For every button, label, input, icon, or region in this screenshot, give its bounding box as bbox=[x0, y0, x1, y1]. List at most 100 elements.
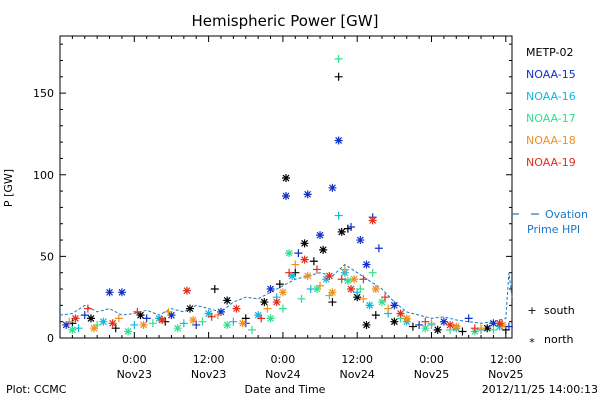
data-point-north bbox=[62, 320, 71, 329]
data-point-north bbox=[223, 320, 232, 329]
data-point-north bbox=[495, 319, 504, 328]
data-point-north bbox=[328, 183, 337, 192]
x-tick-date: Nov24 bbox=[265, 368, 300, 381]
data-point-south bbox=[470, 324, 479, 333]
data-point-north bbox=[337, 227, 346, 236]
data-point-south bbox=[229, 317, 238, 326]
y-tick-label: 0 bbox=[47, 332, 54, 345]
data-point-south bbox=[114, 314, 123, 323]
data-point-south bbox=[257, 314, 266, 323]
data-point-north bbox=[483, 324, 492, 333]
data-point-north bbox=[124, 327, 133, 336]
data-point-south bbox=[247, 325, 256, 334]
data-point-south bbox=[408, 322, 417, 331]
data-point-south bbox=[179, 319, 188, 328]
data-point-north bbox=[452, 322, 461, 331]
data-point-north bbox=[117, 288, 126, 297]
data-point-north bbox=[204, 309, 213, 318]
data-point-south bbox=[504, 322, 513, 331]
x-tick-label: 0:00 bbox=[122, 353, 147, 366]
data-point-north bbox=[365, 301, 374, 310]
x-tick-label: 0:00 bbox=[271, 353, 296, 366]
data-point-south bbox=[374, 244, 383, 253]
data-point-south bbox=[334, 54, 343, 63]
data-point-north bbox=[223, 296, 232, 305]
data-point-north bbox=[377, 298, 386, 307]
data-point-north bbox=[285, 249, 294, 258]
x-tick-label: 12:00 bbox=[341, 353, 373, 366]
data-point-south bbox=[65, 317, 74, 326]
data-point-south bbox=[458, 327, 467, 336]
footer-left: Plot: CCMC bbox=[6, 383, 67, 396]
data-point-south bbox=[371, 311, 380, 320]
data-point-north bbox=[238, 319, 247, 328]
x-tick-date: Nov25 bbox=[488, 368, 523, 381]
data-point-north bbox=[350, 275, 359, 284]
data-point-north bbox=[421, 324, 430, 333]
data-point-south bbox=[347, 222, 356, 231]
data-point-south bbox=[164, 307, 173, 316]
data-point-south bbox=[198, 317, 207, 326]
data-point-south bbox=[328, 298, 337, 307]
data-point-north bbox=[356, 236, 365, 245]
y-tick-label: 100 bbox=[33, 169, 54, 182]
data-point-north bbox=[99, 317, 108, 326]
data-point-north bbox=[390, 317, 399, 326]
data-point-north bbox=[167, 311, 176, 320]
data-point-north bbox=[322, 275, 331, 284]
data-point-south bbox=[148, 319, 157, 328]
data-point-north bbox=[136, 311, 145, 320]
data-point-south bbox=[384, 304, 393, 313]
data-point-south bbox=[192, 320, 201, 329]
data-point-north bbox=[325, 271, 334, 280]
data-point-north bbox=[288, 271, 297, 280]
data-point-south bbox=[334, 72, 343, 81]
data-point-north bbox=[371, 285, 380, 294]
data-point-north bbox=[272, 298, 281, 307]
data-point-south bbox=[111, 324, 120, 333]
y-axis-label: P [GW] bbox=[2, 169, 15, 207]
data-point-south bbox=[359, 275, 368, 284]
data-point-north bbox=[347, 285, 356, 294]
data-point-north bbox=[300, 239, 309, 248]
data-point-north bbox=[303, 271, 312, 280]
plot-area: 0 50 100 150 0:00 Nov23 12:00 Nov23 0:00 Nov24 12:… bbox=[33, 35, 524, 381]
legend-south-symbol: + bbox=[527, 304, 536, 317]
data-point-north bbox=[108, 319, 117, 328]
x-tick-date: Nov24 bbox=[339, 368, 374, 381]
data-point-north bbox=[498, 320, 507, 329]
chart-title: Hemispheric Power [GW] bbox=[192, 12, 379, 30]
data-point-north bbox=[266, 285, 275, 294]
x-tick-date: Nov23 bbox=[117, 368, 152, 381]
data-point-south bbox=[275, 280, 284, 289]
legend-north-label: north bbox=[544, 333, 574, 346]
data-point-south bbox=[309, 257, 318, 266]
data-point-north bbox=[260, 298, 269, 307]
data-point-north bbox=[334, 136, 343, 145]
legend-entry-0: METP-02 bbox=[526, 46, 574, 59]
data-point-north bbox=[353, 293, 362, 302]
ovation-line bbox=[59, 263, 513, 324]
data-point-south bbox=[340, 265, 349, 274]
data-point-north bbox=[71, 314, 80, 323]
data-point-south bbox=[427, 319, 436, 328]
data-point-north bbox=[182, 286, 191, 295]
data-point-north bbox=[328, 288, 337, 297]
data-point-north bbox=[446, 320, 455, 329]
data-point-north bbox=[189, 316, 198, 325]
data-point-south bbox=[356, 285, 365, 294]
data-point-south bbox=[291, 260, 300, 269]
data-point-north bbox=[343, 276, 352, 285]
data-point-south bbox=[464, 314, 473, 323]
data-point-north bbox=[300, 255, 309, 264]
x-tick-date: Nov25 bbox=[414, 368, 449, 381]
data-point-north bbox=[90, 324, 99, 333]
legend-south-label: south bbox=[544, 304, 575, 317]
data-point-north bbox=[362, 320, 371, 329]
data-point-south bbox=[142, 314, 151, 323]
legend-ovation-label-2: Prime HPI bbox=[527, 223, 580, 236]
legend-north-symbol: * bbox=[529, 336, 535, 349]
data-point-north bbox=[390, 301, 399, 310]
